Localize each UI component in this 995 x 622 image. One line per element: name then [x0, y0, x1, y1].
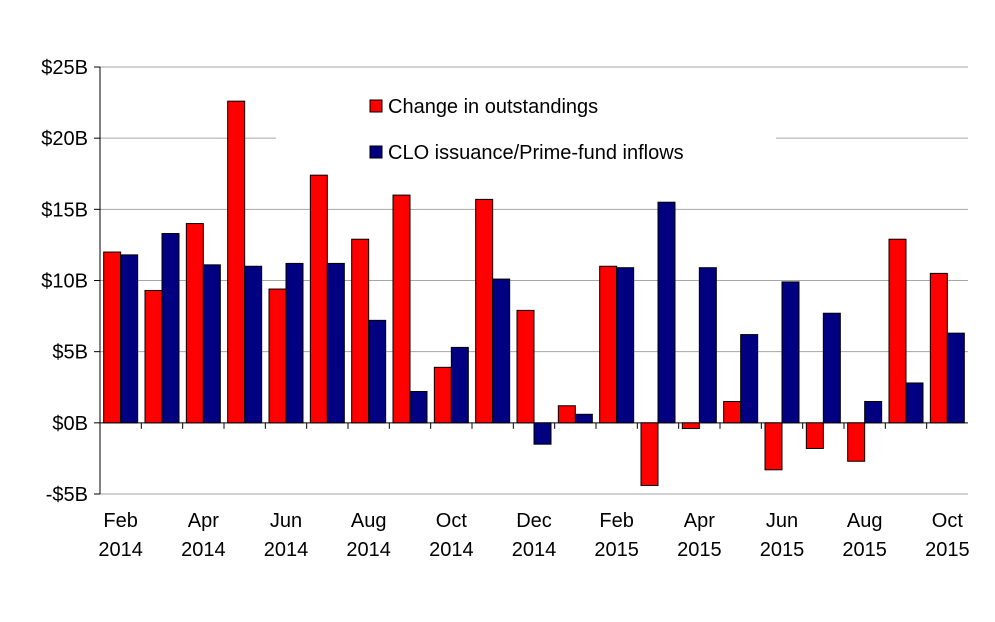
bar-clo-inflows — [120, 254, 139, 424]
bar-clo-inflows — [326, 262, 345, 424]
x-tick-year: 2014 — [346, 539, 391, 561]
bar-outstandings — [805, 422, 824, 449]
x-tick-year: 2015 — [594, 539, 639, 561]
bar-clo-inflows — [533, 422, 552, 445]
bar-outstandings — [144, 289, 163, 424]
x-tick-year: 2014 — [429, 539, 474, 561]
bar-outstandings — [268, 288, 287, 424]
x-tick-month: Apr — [188, 510, 219, 532]
bar-clo-inflows — [657, 201, 676, 424]
legend-label: Change in outstandings — [388, 96, 598, 118]
x-tick-year: 2015 — [842, 539, 887, 561]
bar-outstandings — [599, 265, 618, 424]
bar-outstandings — [392, 194, 411, 424]
legend-label: CLO issuance/Prime-fund inflows — [388, 142, 684, 164]
bar-clo-inflows — [450, 346, 469, 424]
bar-clo-inflows — [822, 312, 841, 424]
bar-clo-inflows — [905, 382, 924, 424]
bar-outstandings — [351, 238, 370, 424]
x-tick-year: 2014 — [512, 539, 557, 561]
bar-outstandings — [103, 251, 122, 424]
bar-clo-inflows — [740, 334, 759, 424]
bar-outstandings — [309, 174, 328, 424]
legend-swatch — [369, 145, 383, 159]
legend: Change in outstandings CLO issuance/Prime… — [276, 86, 776, 172]
bar-clo-inflows — [698, 267, 717, 424]
y-tick-label: $15B — [41, 199, 88, 221]
bar-clo-inflows — [244, 265, 263, 424]
y-tick-label: $5B — [52, 342, 88, 364]
y-tick-label: $10B — [41, 271, 88, 293]
bar-clo-inflows — [285, 262, 304, 424]
x-tick-month: Feb — [103, 510, 137, 532]
x-tick-year: 2014 — [98, 539, 143, 561]
bar-outstandings — [557, 405, 576, 424]
bar-clo-inflows — [161, 233, 180, 424]
bar-clo-inflows — [202, 264, 221, 424]
y-tick-label: $25B — [41, 57, 88, 79]
x-tick-year: 2014 — [264, 539, 309, 561]
bar-outstandings — [929, 272, 948, 424]
bar-clo-inflows — [864, 400, 883, 424]
x-tick-year: 2015 — [677, 539, 722, 561]
y-tick-label: -$5B — [46, 484, 88, 506]
legend-background — [276, 86, 776, 172]
x-tick-month: Feb — [599, 510, 633, 532]
bar-clo-inflows — [574, 413, 593, 424]
bar-outstandings — [681, 422, 700, 430]
x-tick-month: Oct — [932, 510, 964, 532]
y-axis-labels: -$5B $0B $5B $10B $15B $20B $25B — [41, 57, 88, 506]
x-tick-year: 2014 — [181, 539, 226, 561]
bar-clo-inflows — [781, 281, 800, 424]
bar-outstandings — [185, 223, 204, 424]
x-tick-month: Apr — [684, 510, 715, 532]
bars — [103, 100, 965, 486]
bar-outstandings — [433, 366, 452, 424]
bar-outstandings — [516, 309, 535, 424]
bar-outstandings — [227, 100, 246, 424]
legend-swatch — [369, 99, 383, 113]
y-tick-label: $0B — [52, 413, 88, 435]
x-tick-month: Jun — [766, 510, 798, 532]
bar-clo-inflows — [409, 391, 428, 424]
bar-outstandings — [640, 422, 659, 486]
x-axis-labels: Feb 2014 Apr 2014 Jun 2014 Aug 2014 Oct 2014 Dec 20… — [98, 510, 969, 561]
bar-outstandings — [847, 422, 866, 462]
bar-outstandings — [475, 198, 494, 424]
bar-outstandings — [764, 422, 783, 471]
x-tick-month: Oct — [436, 510, 468, 532]
x-tick-year: 2015 — [760, 539, 805, 561]
x-tick-year: 2015 — [925, 539, 970, 561]
bar-clo-inflows — [492, 278, 511, 424]
x-tick-month: Aug — [351, 510, 387, 532]
bar-clo-inflows — [368, 319, 387, 424]
bar-outstandings — [723, 400, 742, 424]
bar-clo-inflows — [616, 267, 635, 424]
bar-outstandings — [888, 238, 907, 424]
x-tick-month: Jun — [270, 510, 302, 532]
x-tick-month: Dec — [516, 510, 552, 532]
bar-clo-inflows — [946, 332, 965, 424]
x-tick-month: Aug — [847, 510, 883, 532]
y-tick-label: $20B — [41, 128, 88, 150]
